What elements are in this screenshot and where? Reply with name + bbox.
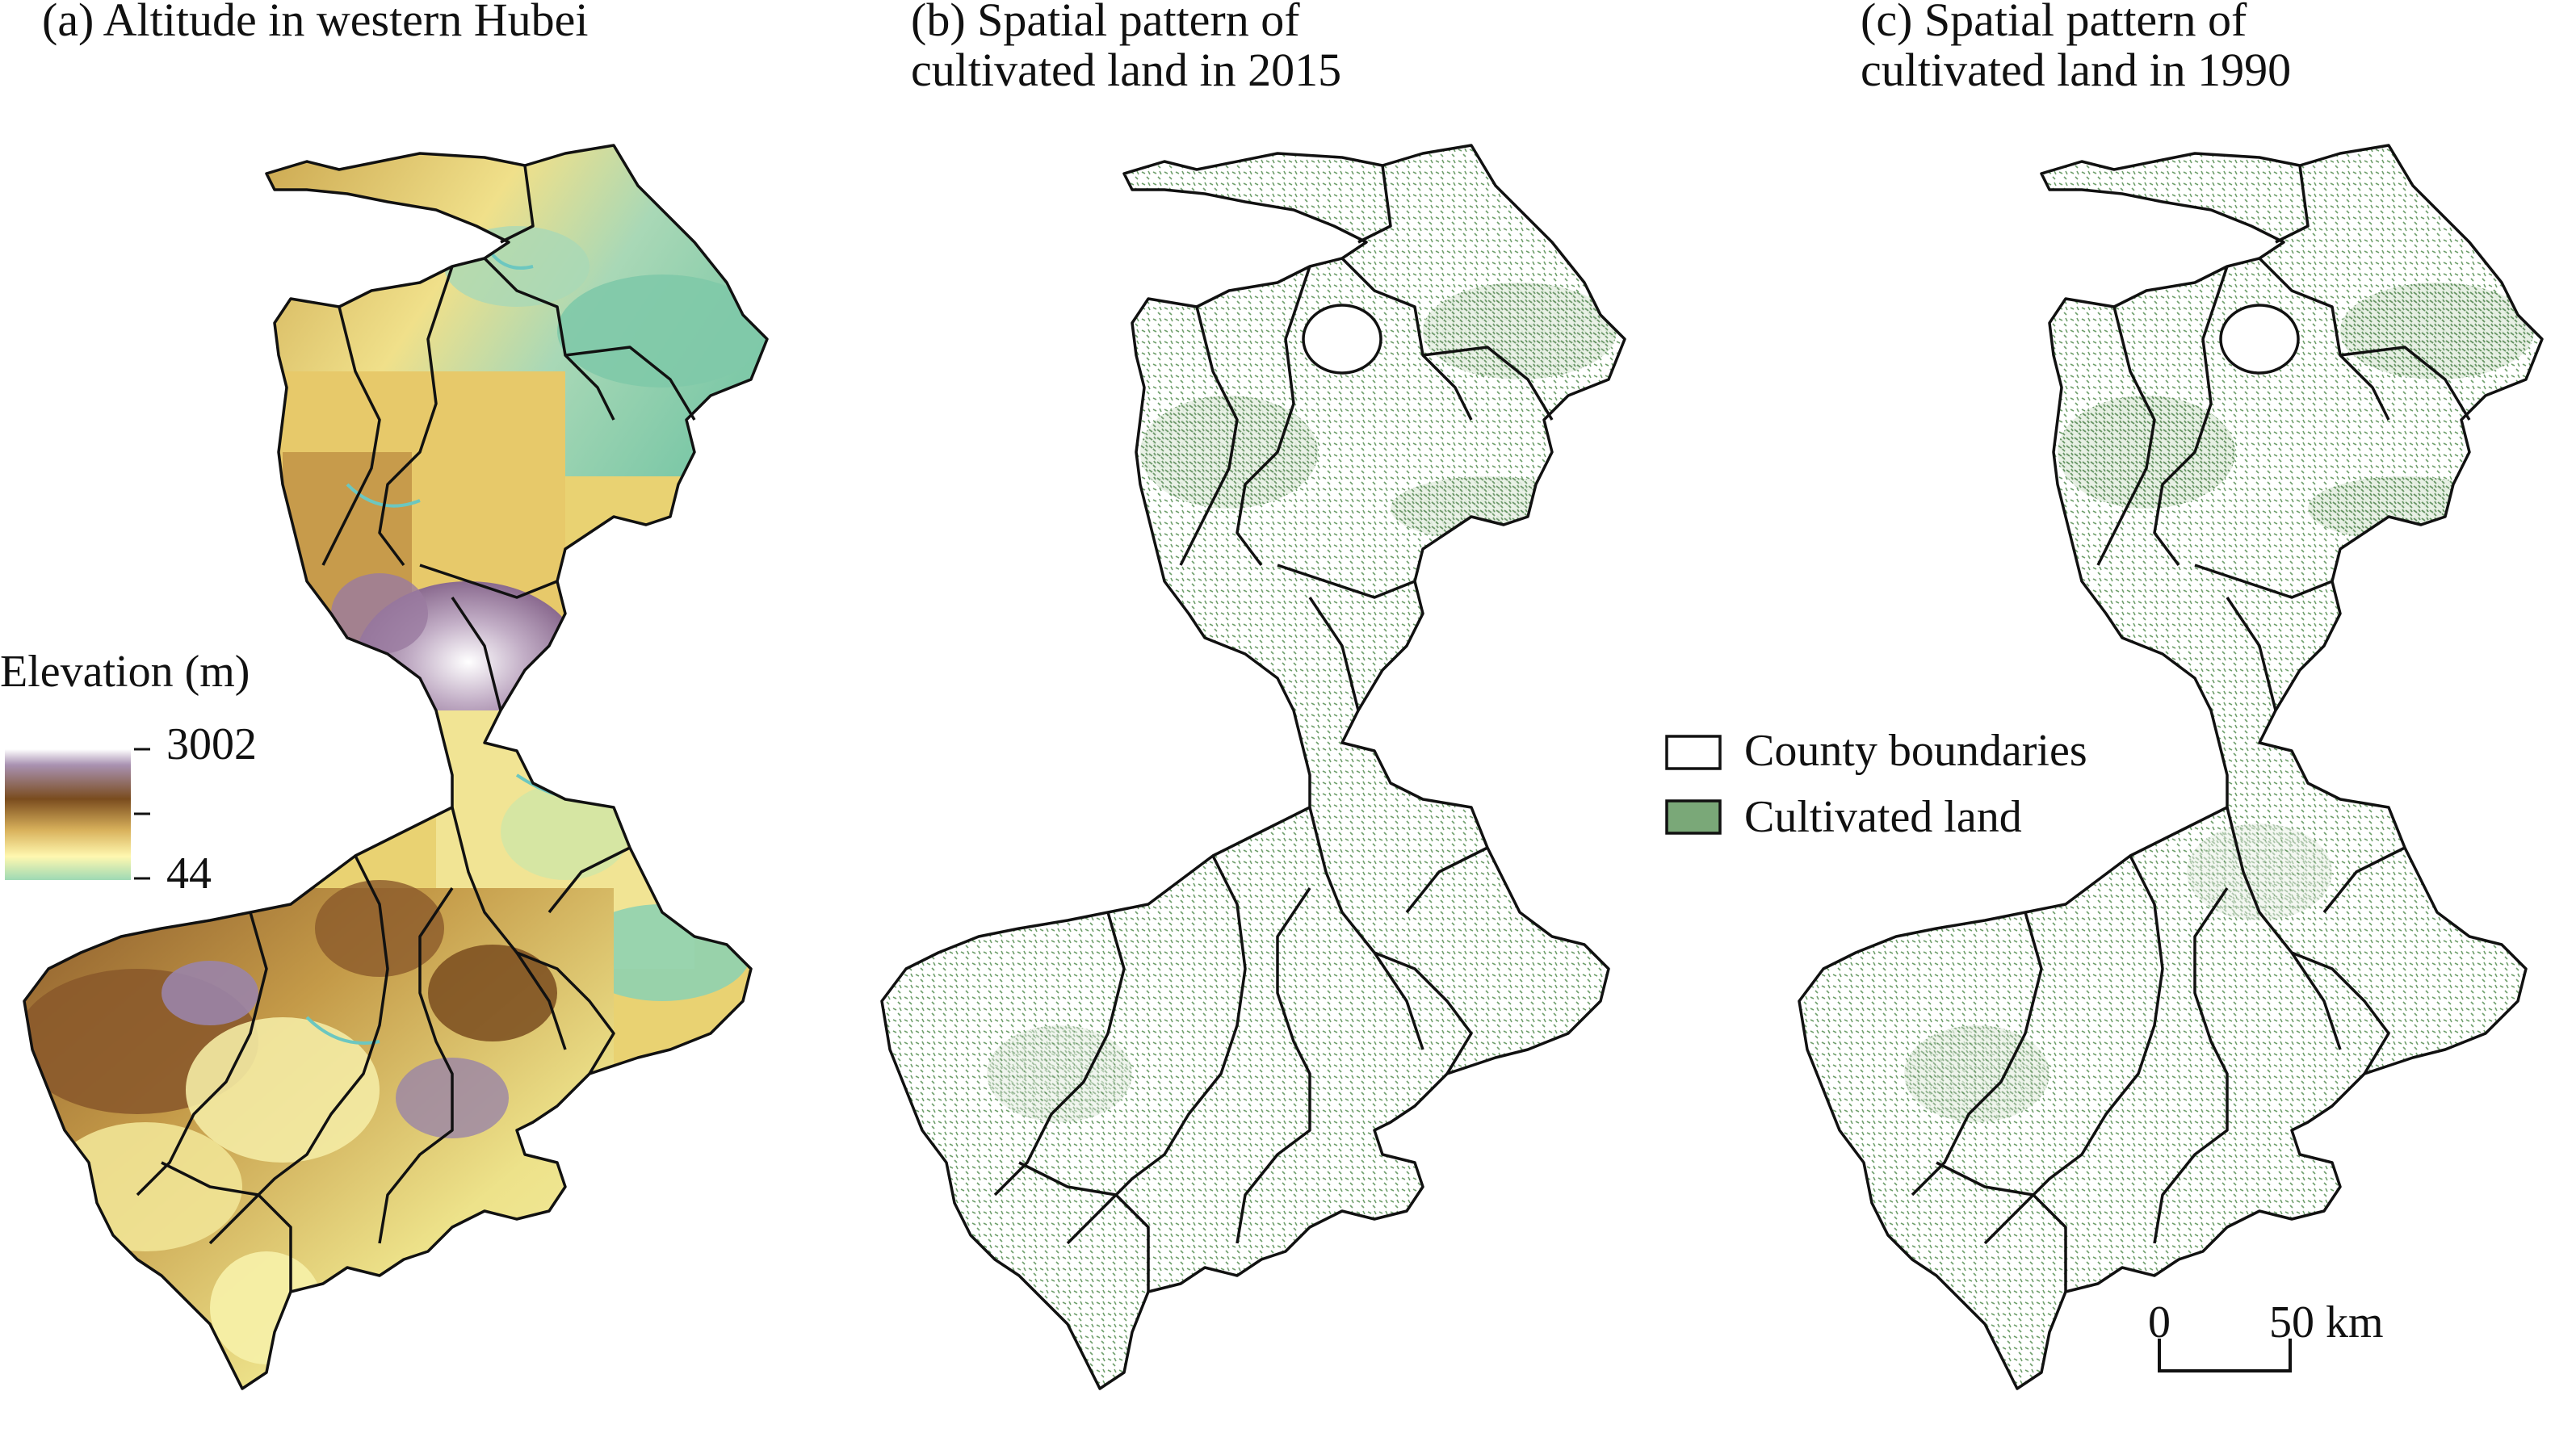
cultivated-land-swatch (1665, 799, 1722, 835)
scale-start-label: 0 (2148, 1297, 2171, 1347)
scale-bar (2158, 1339, 2292, 1372)
panel-a-title: (a) Altitude in western Hubei (42, 0, 589, 46)
panel-b-title: (b) Spatial pattern of cultivated land i… (911, 0, 1342, 96)
elevation-ramp (5, 749, 131, 880)
panel-b-map (858, 121, 1665, 1413)
elevation-max-label: 3002 (166, 719, 257, 769)
elevation-legend-title: Elevation (m) (0, 647, 250, 697)
county-boundaries-label: County boundaries (1744, 726, 2087, 776)
cultivated-land-label: Cultivated land (1744, 792, 2022, 842)
county-boundaries-swatch (1665, 735, 1722, 770)
panel-c-title: (c) Spatial pattern of cultivated land i… (1861, 0, 2292, 96)
scale-end-label: 50 km (2269, 1297, 2384, 1347)
elevation-min-label: 44 (166, 849, 212, 899)
